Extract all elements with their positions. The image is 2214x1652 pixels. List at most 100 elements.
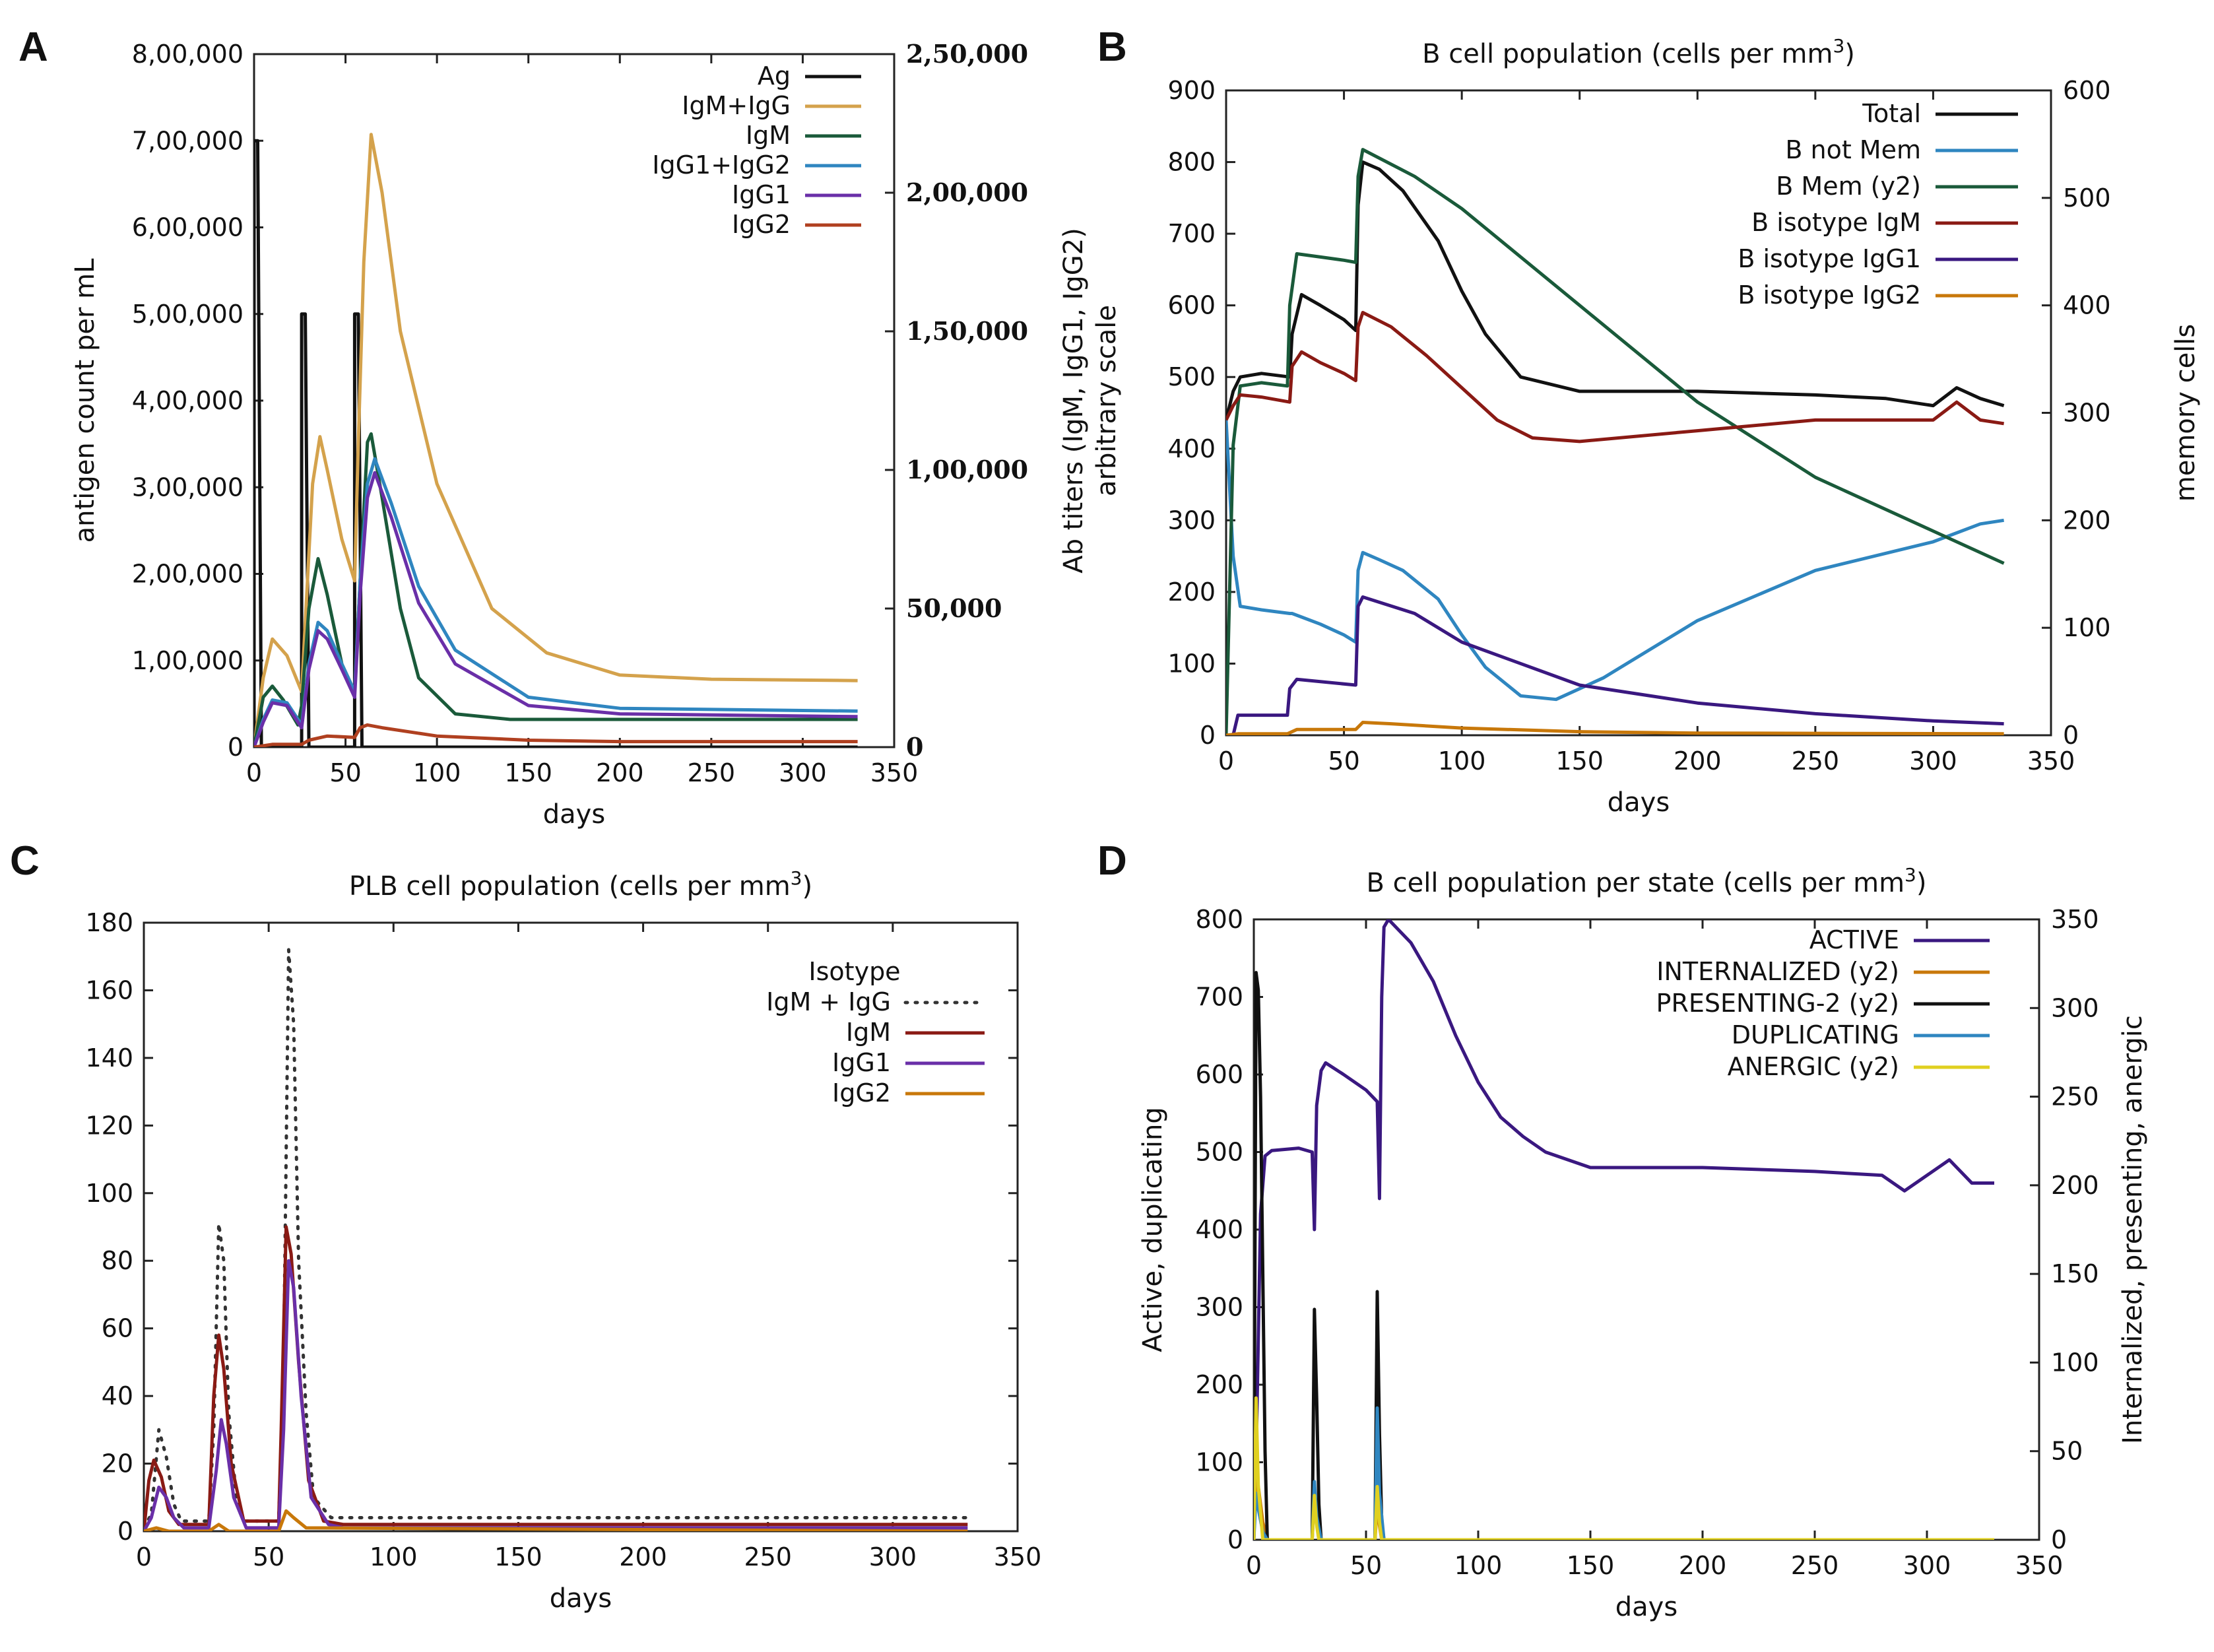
legend-label: IgG1 bbox=[832, 1048, 891, 1077]
y-tick-label: 3,00,000 bbox=[132, 473, 244, 502]
x-tick-label: 300 bbox=[779, 758, 827, 787]
y2-tick-label: 0 bbox=[906, 732, 923, 762]
chart-title-text: B cell population per state (cells per m… bbox=[1367, 868, 1905, 898]
plot-frame bbox=[1253, 918, 2040, 1541]
chart-title: B cell population per state (cells per m… bbox=[1367, 864, 1927, 898]
x-tick-label: 50 bbox=[1328, 746, 1359, 776]
x-tick-label: 150 bbox=[494, 1542, 542, 1571]
y2-tick-label: 300 bbox=[2063, 399, 2111, 428]
y2-axis-label: Internalized, presenting, anergic bbox=[2118, 1015, 2148, 1444]
y2-tick-label: 200 bbox=[2051, 1171, 2099, 1200]
chart-title-text: B cell population (cells per mm bbox=[1422, 39, 1833, 69]
y-tick-label: 5,00,000 bbox=[132, 300, 244, 329]
x-tick-label: 0 bbox=[246, 758, 262, 787]
x-tick-label: 50 bbox=[1350, 1551, 1382, 1580]
y-tick-label: 0 bbox=[117, 1517, 133, 1546]
y-tick-label: 200 bbox=[1195, 1370, 1243, 1399]
y2-tick-label: 350 bbox=[2051, 905, 2099, 934]
y2-tick-label: 400 bbox=[2063, 291, 2111, 320]
legend-label: IgM + IgG bbox=[766, 987, 891, 1016]
y-tick-label: 600 bbox=[1195, 1060, 1243, 1089]
legend-label: IgM bbox=[846, 1018, 891, 1047]
y-tick-label: 300 bbox=[1167, 506, 1216, 535]
x-tick-label: 300 bbox=[1903, 1551, 1951, 1580]
y-tick-label: 0 bbox=[1227, 1525, 1243, 1554]
series-line-b-isotype-igg2 bbox=[1226, 721, 2004, 735]
y-tick-label: 800 bbox=[1195, 905, 1243, 934]
y-tick-label: 60 bbox=[102, 1314, 133, 1343]
chart-title-suffix: ) bbox=[1916, 868, 1927, 898]
y2-axis-label-line1: Ab titers (IgM, IgG1, IgG2) bbox=[1058, 228, 1089, 574]
series-line-total bbox=[1226, 160, 2005, 420]
y-axis-label: Active, duplicating bbox=[1138, 1107, 1168, 1352]
panel-label: D bbox=[1097, 838, 1127, 884]
y2-tick-label: 100 bbox=[2051, 1348, 2099, 1377]
y-tick-label: 80 bbox=[102, 1246, 133, 1275]
series-line-igg1 bbox=[144, 1259, 968, 1531]
y2-tick-label: 300 bbox=[2051, 993, 2099, 1022]
y-tick-label: 2,00,000 bbox=[132, 560, 244, 589]
y2-tick-label: 0 bbox=[2051, 1525, 2067, 1554]
y-tick-label: 120 bbox=[85, 1111, 133, 1140]
x-tick-label: 100 bbox=[1438, 746, 1486, 776]
x-tick-label: 350 bbox=[994, 1542, 1042, 1571]
y-tick-label: 160 bbox=[85, 975, 133, 1005]
y2-tick-label: 50,000 bbox=[906, 593, 1002, 623]
series-line-igm-igg bbox=[254, 133, 858, 747]
series-line-b-mem-y2- bbox=[1226, 148, 2005, 735]
x-tick-label: 200 bbox=[1679, 1551, 1727, 1580]
series-line-igg1 bbox=[254, 471, 858, 747]
x-axis-label: days bbox=[1615, 1592, 1677, 1622]
legend-label: B isotype IgM bbox=[1751, 208, 1921, 237]
x-tick-label: 100 bbox=[1454, 1551, 1503, 1580]
x-tick-label: 200 bbox=[596, 758, 644, 787]
y-tick-label: 700 bbox=[1195, 983, 1243, 1012]
y2-tick-label: 1,00,000 bbox=[906, 455, 1028, 484]
x-tick-label: 0 bbox=[136, 1542, 152, 1571]
plot-frame bbox=[253, 53, 895, 748]
legend-label: B not Mem bbox=[1785, 135, 1921, 164]
chart-title-superscript: 3 bbox=[1905, 864, 1916, 886]
y-tick-label: 40 bbox=[102, 1381, 133, 1410]
x-tick-label: 100 bbox=[413, 758, 461, 787]
y-tick-label: 20 bbox=[102, 1449, 133, 1478]
x-tick-label: 300 bbox=[869, 1542, 917, 1571]
series-line-active bbox=[1254, 919, 1994, 1540]
y2-axis-label: memory cells bbox=[2170, 324, 2201, 502]
chart-panel-d: D0 50 100 150 200 250 300 350010020030040050060… bbox=[1097, 838, 2148, 1622]
y2-tick-label: 2,50,000 bbox=[906, 39, 1028, 69]
y2-tick-label: 250 bbox=[2051, 1082, 2099, 1111]
chart-title-superscript: 3 bbox=[791, 867, 802, 889]
y-tick-label: 100 bbox=[1195, 1448, 1243, 1477]
chart-title-suffix: ) bbox=[802, 871, 812, 902]
panel-label: A bbox=[18, 24, 48, 70]
x-tick-label: 200 bbox=[619, 1542, 667, 1571]
y-tick-label: 400 bbox=[1195, 1215, 1243, 1244]
chart-title-text: PLB cell population (cells per mm bbox=[349, 871, 791, 902]
y-tick-label: 140 bbox=[85, 1043, 133, 1073]
y-tick-label: 6,00,000 bbox=[132, 213, 244, 242]
legend-label: B isotype IgG2 bbox=[1738, 281, 1921, 310]
chart-panel-a: A0 50 100 150 200 250 300 35001,00,0002,00,0003… bbox=[18, 24, 1122, 830]
y2-tick-label: 500 bbox=[2063, 183, 2111, 213]
y2-tick-label: 600 bbox=[2063, 76, 2111, 105]
legend-label: IgG2 bbox=[832, 1078, 891, 1107]
series-line-igg2 bbox=[144, 1509, 968, 1531]
legend-title: Isotype bbox=[808, 957, 900, 986]
legend-label: DUPLICATING bbox=[1732, 1020, 1899, 1049]
y-tick-label: 600 bbox=[1167, 291, 1216, 320]
y-tick-label: 1,00,000 bbox=[132, 646, 244, 675]
y-tick-label: 4,00,000 bbox=[132, 386, 244, 415]
chart-title-superscript: 3 bbox=[1833, 35, 1844, 57]
x-tick-label: 150 bbox=[504, 758, 552, 787]
y2-tick-label: 200 bbox=[2063, 506, 2111, 535]
y2-tick-label: 50 bbox=[2051, 1437, 2083, 1466]
plot-frame bbox=[143, 921, 1019, 1533]
legend-label: B isotype IgG1 bbox=[1738, 244, 1921, 273]
legend: Total B not Mem B Mem (y2) B isotype IgM B i… bbox=[1738, 99, 2018, 310]
legend-label: ANERGIC (y2) bbox=[1728, 1052, 1899, 1081]
x-tick-label: 250 bbox=[1791, 1551, 1839, 1580]
chart-panel-b: B0 50 100 150 200 250 300 350010020030040050060… bbox=[1097, 24, 2201, 818]
